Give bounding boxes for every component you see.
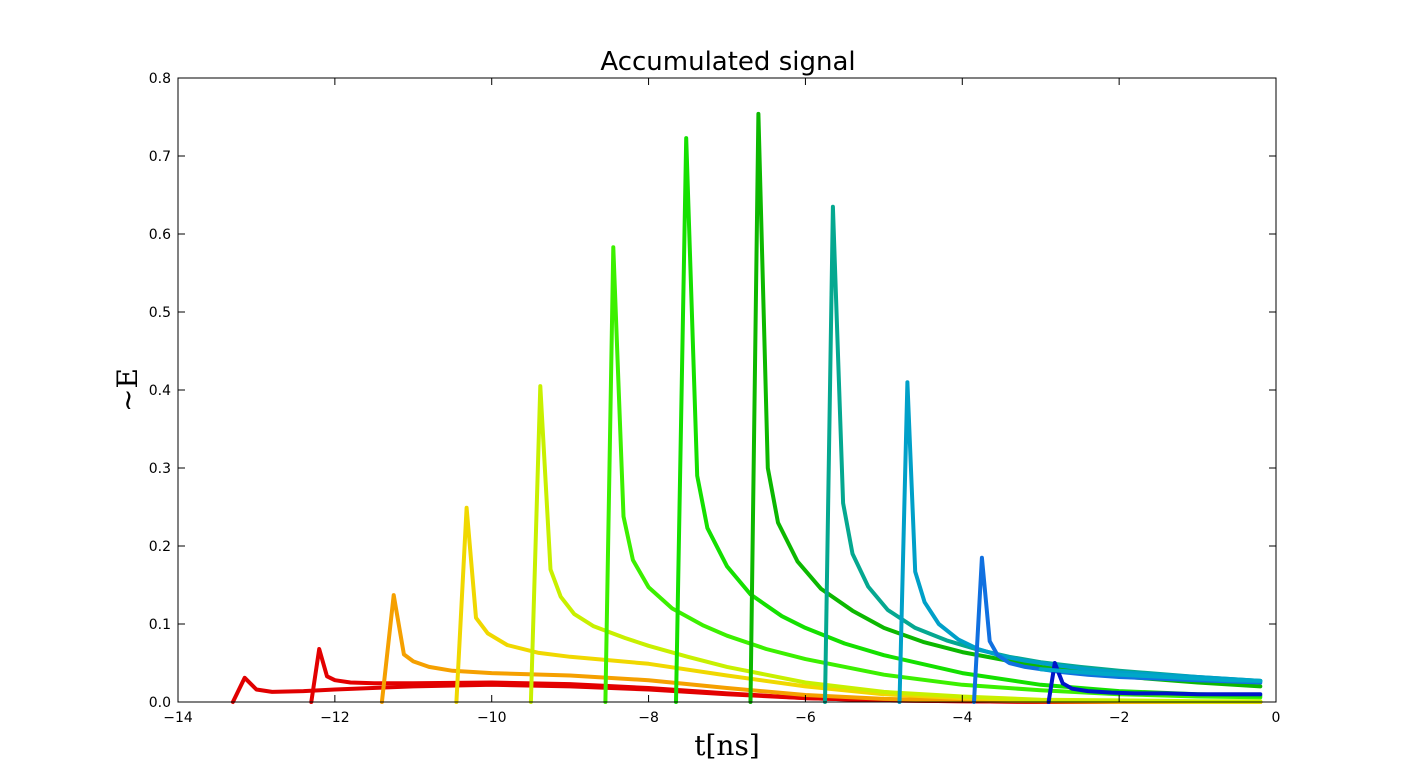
series-line-10 <box>897 380 1263 704</box>
x-tick-label: −12 <box>320 710 350 726</box>
x-tick-label: −6 <box>795 710 816 726</box>
y-axis-label: ~E <box>111 368 144 412</box>
x-tick-label: −8 <box>638 710 659 726</box>
y-tick-label: 0.3 <box>149 461 171 477</box>
x-tick-label: −14 <box>163 710 193 726</box>
y-tick-label: 0.0 <box>149 695 171 711</box>
x-axis-label: t[ns] <box>694 729 760 762</box>
y-tick-label: 0.2 <box>149 539 171 555</box>
x-tick-label: −4 <box>952 710 973 726</box>
y-tick-label: 0.7 <box>149 149 171 165</box>
series-line-12 <box>1046 661 1263 704</box>
series-line-13 <box>1038 667 1263 683</box>
series-layer <box>230 111 1263 704</box>
tick-layer: −14 −12 −10 −8 −6 −4 −2 0 0.0 0.1 0.2 0.3 0.4 0.5 0.6 0… <box>149 71 1281 726</box>
x-tick-label: 0 <box>1272 710 1281 726</box>
y-tick-label: 0.8 <box>149 71 171 87</box>
y-tick-label: 0.6 <box>149 227 171 243</box>
y-tick-label: 0.1 <box>149 617 171 633</box>
y-tick-label: 0.4 <box>149 383 171 399</box>
chart-title: Accumulated signal <box>600 47 855 77</box>
plot-frame <box>177 77 1277 703</box>
series-line-6 <box>603 245 1263 704</box>
x-tick-label: −2 <box>1109 710 1130 726</box>
y-tick-label: 0.5 <box>149 305 171 321</box>
series-line-7 <box>674 136 1263 704</box>
series-line-5 <box>528 384 1263 704</box>
series-line-11 <box>972 555 1263 704</box>
x-tick-label: −10 <box>477 710 507 726</box>
